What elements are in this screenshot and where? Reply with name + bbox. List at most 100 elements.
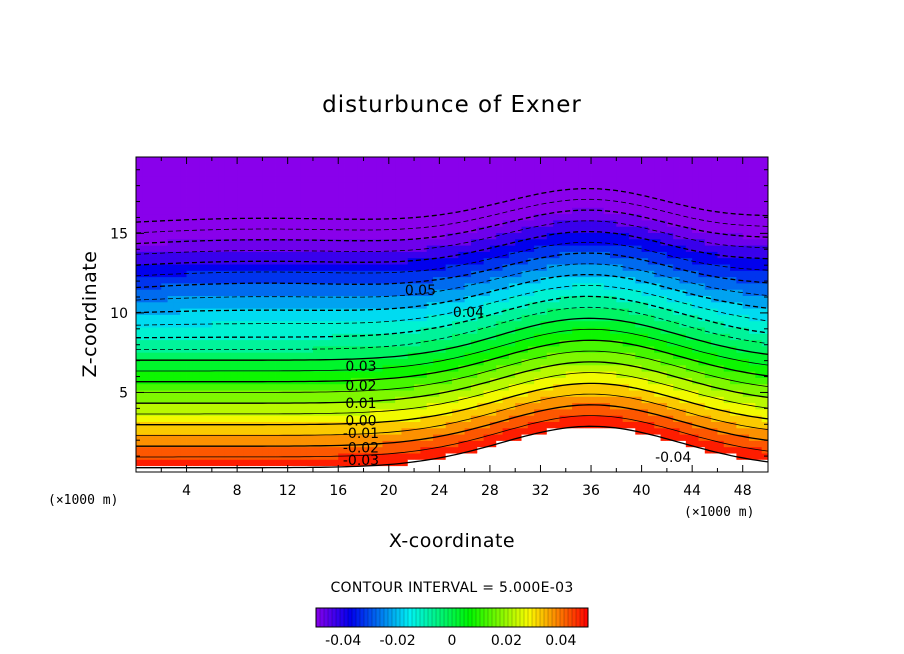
contour-cell <box>730 257 737 265</box>
contour-cell <box>262 194 270 202</box>
contour-cell <box>521 421 529 429</box>
contour-cell <box>477 201 484 208</box>
contour-cell <box>205 207 213 215</box>
contour-cell <box>527 383 535 391</box>
contour-cell <box>559 459 567 467</box>
contour-cell <box>641 371 649 378</box>
contour-cell <box>382 264 390 271</box>
contour-cell <box>540 270 548 278</box>
contour-cell <box>660 396 668 404</box>
contour-cell <box>736 245 744 252</box>
contour-cell <box>294 283 301 290</box>
contour-cell <box>464 232 472 240</box>
contour-cell <box>306 257 314 265</box>
contour-cell <box>167 453 175 460</box>
contour-cell <box>711 188 718 196</box>
contour-cell <box>761 301 768 309</box>
contour-cell <box>673 377 680 385</box>
contour-cell <box>319 402 326 410</box>
contour-cell <box>603 352 611 359</box>
contour-cell <box>205 289 213 296</box>
contour-cell <box>723 238 731 246</box>
contour-cell <box>597 427 605 435</box>
contour-cell <box>243 446 251 454</box>
contour-cell <box>433 182 440 189</box>
contour-cell <box>350 188 358 196</box>
contour-cell <box>420 289 428 296</box>
contour-cell <box>654 427 661 435</box>
contour-cell <box>597 346 605 353</box>
contour-cell <box>452 182 459 189</box>
contour-cell <box>294 270 301 278</box>
contour-cell <box>275 264 282 271</box>
contour-cell <box>186 232 194 240</box>
contour-cell <box>186 314 194 322</box>
contour-cell <box>527 188 535 196</box>
contour-cell <box>205 169 213 177</box>
contour-cell <box>755 352 763 359</box>
contour-cell <box>496 220 503 227</box>
contour-cell <box>445 175 453 183</box>
contour-cell <box>186 396 194 404</box>
contour-cell <box>407 434 415 441</box>
contour-cell <box>224 459 232 467</box>
contour-cell <box>464 333 472 341</box>
contour-cell <box>685 346 693 353</box>
contour-cell <box>673 396 680 404</box>
contour-cell <box>483 415 491 422</box>
contour-cell <box>294 301 301 309</box>
contour-cell <box>401 194 409 202</box>
contour-cell <box>211 402 219 410</box>
contour-cell <box>603 327 611 334</box>
contour-cell <box>603 465 611 472</box>
contour-cell <box>401 182 409 189</box>
contour-cell <box>312 245 320 252</box>
contour-cell <box>489 289 497 296</box>
contour-cell <box>515 245 522 252</box>
contour-cell <box>717 276 725 284</box>
contour-cell <box>578 352 586 359</box>
contour-cell <box>496 308 503 315</box>
contour-cell <box>331 364 339 372</box>
contour-cell <box>572 264 579 271</box>
contour-cell <box>540 163 548 170</box>
contour-cell <box>224 446 232 454</box>
contour-cell <box>458 232 466 240</box>
contour-cell <box>673 295 680 303</box>
contour-cell <box>306 220 314 227</box>
contour-cell <box>610 396 617 404</box>
contour-cell <box>382 383 390 391</box>
contour-cell <box>268 364 276 372</box>
contour-cell <box>275 415 282 422</box>
contour-cell <box>698 421 706 429</box>
contour-cell <box>186 201 194 208</box>
contour-cell <box>256 434 263 441</box>
contour-cell <box>344 157 352 164</box>
contour-cell <box>287 220 295 227</box>
contour-cell <box>527 358 535 366</box>
contour-cell <box>572 295 579 303</box>
contour-cell <box>306 402 314 410</box>
contour-cell <box>464 226 472 233</box>
contour-cell <box>136 188 143 196</box>
contour-cell <box>489 270 497 278</box>
contour-cell <box>572 346 579 353</box>
contour-cell <box>136 352 143 359</box>
contour-cell <box>458 251 466 259</box>
contour-cell <box>414 182 421 189</box>
contour-cell <box>559 320 567 328</box>
contour-cell <box>382 157 390 164</box>
contour-cell <box>205 327 213 334</box>
contour-cell <box>167 188 175 196</box>
contour-cell <box>534 251 541 259</box>
contour-cell <box>294 226 301 233</box>
contour-cell <box>546 434 554 441</box>
contour-cell <box>584 270 592 278</box>
contour-cell <box>230 157 238 164</box>
contour-cell <box>350 238 358 246</box>
contour-cell <box>420 257 428 265</box>
contour-cell <box>167 157 175 164</box>
contour-cell <box>578 383 586 391</box>
contour-cell <box>559 289 567 296</box>
contour-cell <box>546 377 554 385</box>
